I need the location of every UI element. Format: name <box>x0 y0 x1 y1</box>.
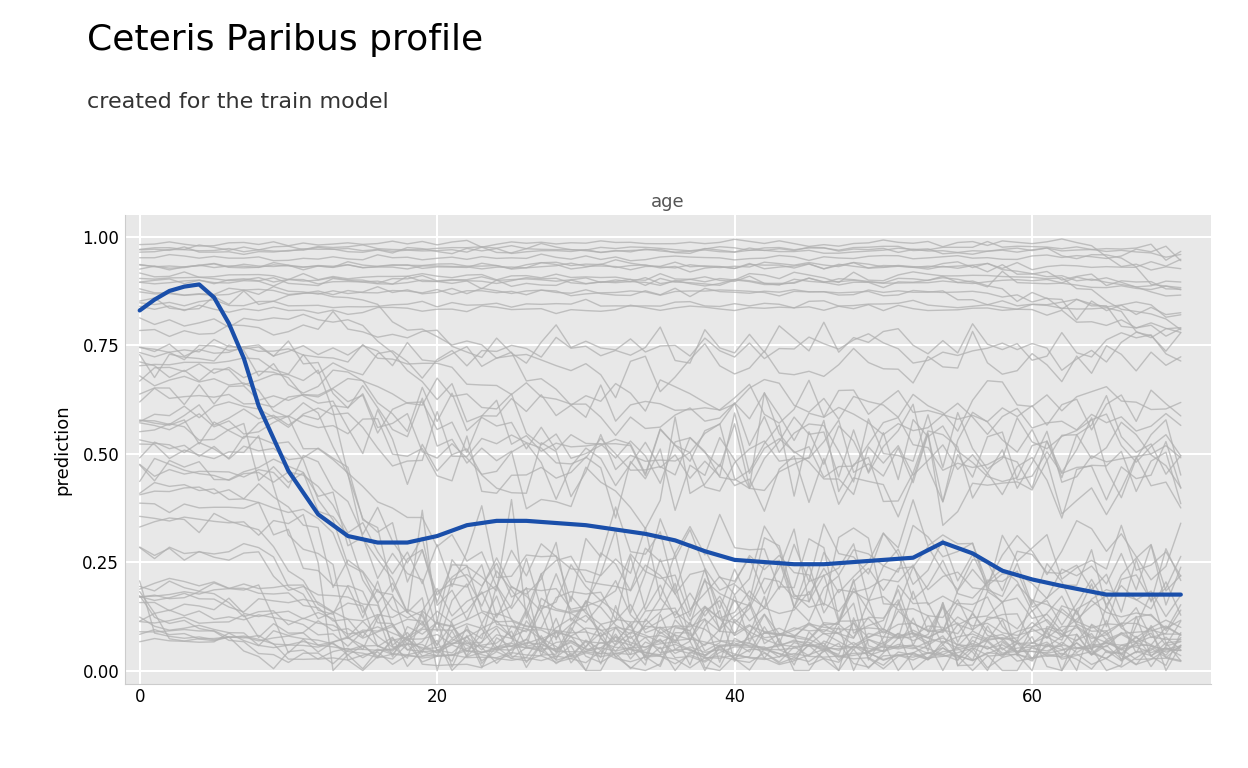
Title: age: age <box>651 193 684 210</box>
Y-axis label: prediction: prediction <box>54 404 71 495</box>
Text: created for the train model: created for the train model <box>87 92 389 112</box>
Text: Ceteris Paribus profile: Ceteris Paribus profile <box>87 23 483 57</box>
